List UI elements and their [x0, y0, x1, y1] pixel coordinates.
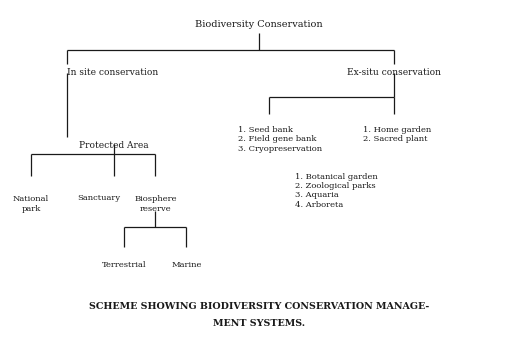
- Text: 1. Home garden
2. Sacred plant: 1. Home garden 2. Sacred plant: [363, 126, 431, 144]
- Text: Terrestrial: Terrestrial: [102, 261, 147, 269]
- Text: Sanctuary: Sanctuary: [77, 194, 120, 202]
- Text: MENT SYSTEMS.: MENT SYSTEMS.: [213, 319, 305, 328]
- Text: National
park: National park: [13, 195, 49, 213]
- Text: SCHEME SHOWING BIODIVERSITY CONSERVATION MANAGE-: SCHEME SHOWING BIODIVERSITY CONSERVATION…: [89, 302, 429, 311]
- Text: Biodiversity Conservation: Biodiversity Conservation: [195, 20, 323, 29]
- Text: 1. Botanical garden
2. Zoological parks
3. Aquaria
4. Arboreta: 1. Botanical garden 2. Zoological parks …: [295, 173, 378, 209]
- Text: 1. Seed bank
2. Field gene bank
3. Cryopreservation: 1. Seed bank 2. Field gene bank 3. Cryop…: [238, 126, 322, 153]
- Text: Biosphere
reserve: Biosphere reserve: [134, 195, 177, 213]
- Text: In site conservation: In site conservation: [67, 68, 159, 77]
- Text: Protected Area: Protected Area: [79, 141, 149, 150]
- Text: Marine: Marine: [171, 261, 202, 269]
- Text: Ex-situ conservation: Ex-situ conservation: [347, 68, 441, 77]
